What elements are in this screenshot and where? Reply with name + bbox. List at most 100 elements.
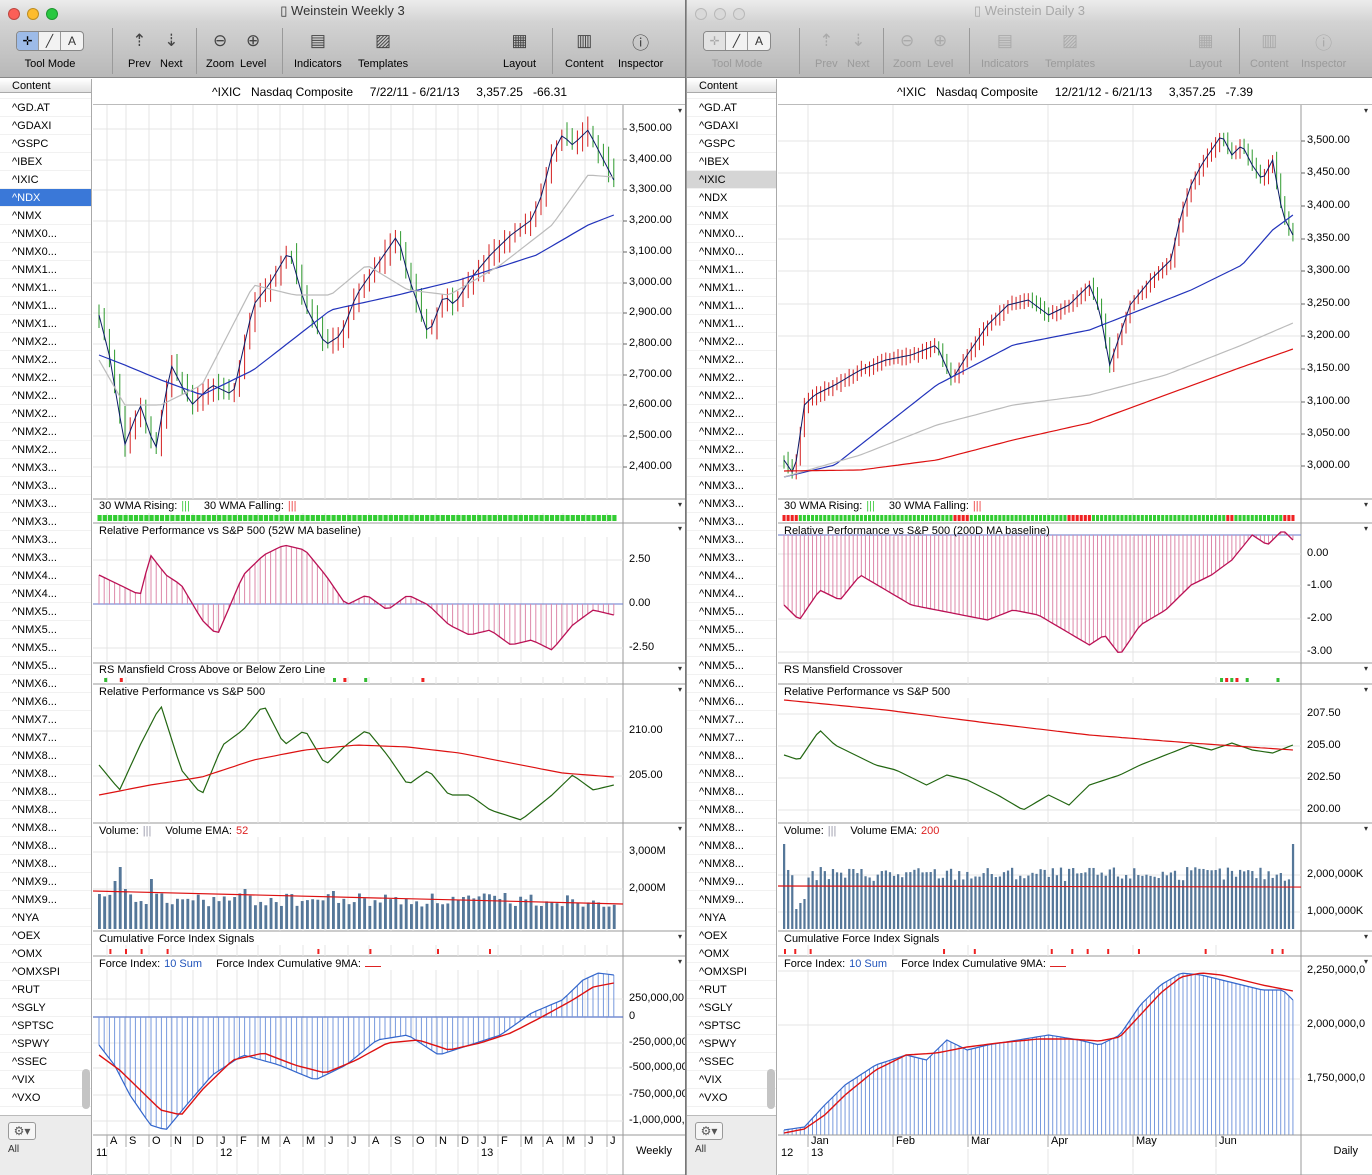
sidebar-item[interactable]: ^NMX2...	[0, 351, 91, 369]
sidebar-item[interactable]: ^NMX	[0, 207, 91, 225]
title-bar[interactable]: ▯ Weinstein Weekly 3	[0, 0, 685, 22]
sidebar-item[interactable]: ^NMX8...	[0, 819, 91, 837]
sidebar-item[interactable]: ^NMX4...	[687, 567, 776, 585]
sidebar-item[interactable]: ^NMX8...	[0, 855, 91, 873]
sidebar-item[interactable]: ^VXO	[687, 1089, 776, 1107]
sidebar-item[interactable]: ^NMX2...	[0, 387, 91, 405]
sidebar-item[interactable]: ^NMX7...	[0, 729, 91, 747]
sidebar-item[interactable]: ^NMX3...	[0, 459, 91, 477]
sidebar-item[interactable]: ^NMX8...	[687, 783, 776, 801]
sidebar-scrollbar[interactable]	[767, 1069, 775, 1109]
minimize-button[interactable]	[714, 8, 726, 20]
level-button[interactable]: ⊕ Level	[927, 26, 953, 70]
sidebar-item[interactable]: ^NMX7...	[687, 711, 776, 729]
sidebar-item[interactable]: ^NMX4...	[0, 585, 91, 603]
sidebar-item[interactable]: ^RUT	[687, 981, 776, 999]
close-button[interactable]	[8, 8, 20, 20]
sidebar-item[interactable]: ^VIX	[0, 1071, 91, 1089]
sidebar-item[interactable]: ^GSPC	[687, 135, 776, 153]
sidebar-item[interactable]: ^NMX1...	[0, 297, 91, 315]
sidebar-item[interactable]: ^GD.AT	[687, 99, 776, 117]
sidebar-item[interactable]: ^NMX3...	[687, 477, 776, 495]
sidebar-item[interactable]: ^NMX3...	[0, 495, 91, 513]
sidebar-item[interactable]: ^VIX	[687, 1071, 776, 1089]
sidebar-scrollbar[interactable]	[82, 1069, 90, 1109]
sidebar-item[interactable]: ^RUT	[0, 981, 91, 999]
sidebar-item[interactable]: ^NMX4...	[687, 585, 776, 603]
sidebar-item[interactable]: ^GDAXI	[687, 117, 776, 135]
sidebar-item[interactable]: ^NMX2...	[0, 423, 91, 441]
sidebar-item[interactable]: ^SPTSC	[0, 1017, 91, 1035]
sidebar-item[interactable]: ^IXIC	[0, 171, 91, 189]
templates-button[interactable]: ▨ Templates	[1045, 26, 1095, 70]
minimize-button[interactable]	[27, 8, 39, 20]
indicators-button[interactable]: ▤ Indicators	[294, 26, 342, 70]
sidebar-item[interactable]: ^NMX0...	[0, 225, 91, 243]
title-bar[interactable]: ▯ Weinstein Daily 3	[687, 0, 1372, 22]
sidebar-item[interactable]: ^SGLY	[0, 999, 91, 1017]
sidebar-item[interactable]: ^NMX6...	[0, 675, 91, 693]
sidebar-item[interactable]: ^NMX2...	[0, 405, 91, 423]
sidebar-item[interactable]: ^NMX5...	[0, 621, 91, 639]
period-selector[interactable]: Weekly	[636, 1145, 672, 1157]
sidebar-item[interactable]: ^NMX1...	[0, 261, 91, 279]
sidebar-item[interactable]: ^NMX5...	[0, 639, 91, 657]
inspector-button[interactable]: ⓘ Inspector	[618, 26, 663, 71]
sidebar-item[interactable]: ^NMX9...	[687, 873, 776, 891]
sidebar-item[interactable]: ^GD.AT	[0, 99, 91, 117]
sidebar-item[interactable]: ^NMX2...	[687, 369, 776, 387]
sidebar-item[interactable]: ^SPWY	[0, 1035, 91, 1053]
sidebar-item[interactable]: ^OEX	[0, 927, 91, 945]
sidebar-header[interactable]: Content	[687, 79, 776, 93]
indicators-button[interactable]: ▤ Indicators	[981, 26, 1029, 70]
sidebar-item[interactable]: ^NMX0...	[687, 225, 776, 243]
sidebar-item[interactable]: ^NMX6...	[687, 693, 776, 711]
sidebar-item[interactable]: ^NMX3...	[687, 495, 776, 513]
sidebar-item[interactable]: ^NMX2...	[687, 441, 776, 459]
sidebar-filter-all[interactable]: All	[695, 1144, 707, 1155]
sidebar-item[interactable]: ^NMX3...	[0, 549, 91, 567]
sidebar-item[interactable]: ^OEX	[687, 927, 776, 945]
period-selector[interactable]: Daily	[1333, 1145, 1358, 1157]
sidebar-item[interactable]: ^NMX3...	[0, 531, 91, 549]
line-tool-icon[interactable]: ╱	[39, 32, 61, 50]
sidebar-item[interactable]: ^NMX2...	[687, 351, 776, 369]
crosshair-icon[interactable]: ✛	[704, 32, 726, 50]
sidebar-header[interactable]: Content	[0, 79, 91, 93]
inspector-button[interactable]: ⓘ Inspector	[1301, 26, 1346, 71]
zoom-button[interactable]: ⊖ Zoom	[893, 26, 921, 70]
layout-button[interactable]: ▦ Layout	[1189, 26, 1222, 70]
sidebar-item[interactable]: ^NMX8...	[0, 837, 91, 855]
sidebar-item[interactable]: ^NMX5...	[0, 657, 91, 675]
sidebar-item[interactable]: ^NMX9...	[687, 891, 776, 909]
layout-button[interactable]: ▦ Layout	[503, 26, 536, 70]
sidebar-item[interactable]: ^NMX2...	[687, 333, 776, 351]
sidebar-item[interactable]: ^NMX1...	[687, 315, 776, 333]
text-tool-icon[interactable]: A	[754, 34, 763, 48]
chart-canvas[interactable]	[93, 105, 686, 1175]
level-button[interactable]: ⊕ Level	[240, 26, 266, 70]
sidebar-item[interactable]: ^NMX6...	[687, 675, 776, 693]
sidebar-item[interactable]: ^SGLY	[687, 999, 776, 1017]
sidebar-item[interactable]: ^NMX4...	[0, 567, 91, 585]
gear-icon[interactable]: ⚙▾	[695, 1122, 723, 1140]
sidebar-item[interactable]: ^NMX8...	[687, 765, 776, 783]
sidebar-item[interactable]: ^NMX5...	[687, 603, 776, 621]
sidebar-item[interactable]: ^NMX3...	[0, 513, 91, 531]
sidebar-item[interactable]: ^NMX1...	[0, 279, 91, 297]
sidebar-item[interactable]: ^NMX2...	[687, 423, 776, 441]
sidebar-item[interactable]: ^GDAXI	[0, 117, 91, 135]
sidebar-item[interactable]: ^NMX3...	[687, 513, 776, 531]
sidebar-item[interactable]: ^NMX8...	[0, 747, 91, 765]
zoom-window-button[interactable]	[733, 8, 745, 20]
gear-icon[interactable]: ⚙▾	[8, 1122, 36, 1140]
tool-mode-control[interactable]: ✛ ╱ A Tool Mode	[703, 26, 771, 70]
sidebar-item[interactable]: ^GSPC	[0, 135, 91, 153]
zoom-button[interactable]: ⊖ Zoom	[206, 26, 234, 70]
close-button[interactable]	[695, 8, 707, 20]
sidebar-item[interactable]: ^NMX8...	[0, 783, 91, 801]
chart-area[interactable]: ^IXIC Nasdaq Composite 12/21/12 - 6/21/1…	[778, 79, 1372, 1175]
sidebar-item[interactable]: ^OMX	[0, 945, 91, 963]
sidebar-item[interactable]: ^NMX5...	[687, 621, 776, 639]
prev-button[interactable]: ⇡ Prev	[815, 26, 838, 70]
